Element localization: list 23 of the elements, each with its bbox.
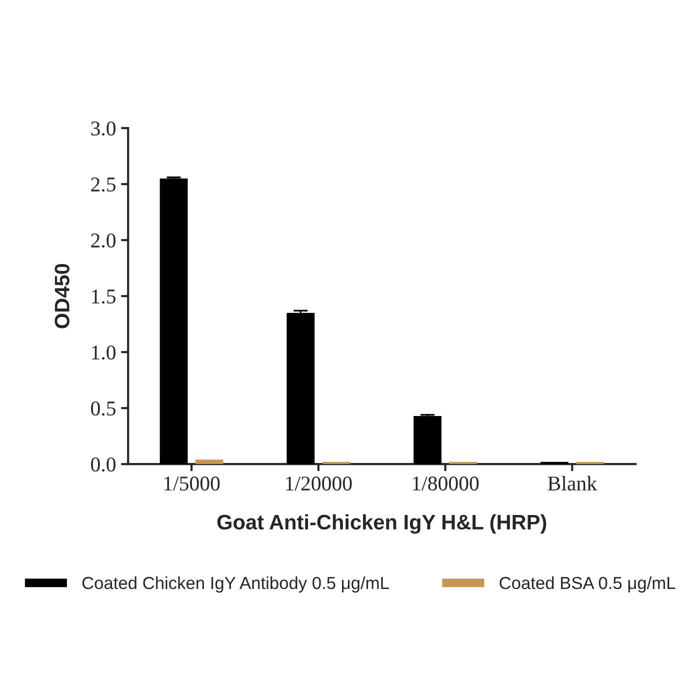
- x-tick-label: 1/20000: [286, 476, 352, 491]
- y-axis-title: OD450: [54, 264, 70, 328]
- legend-label: Coated BSA 0.5 μg/mL: [500, 576, 676, 593]
- x-tick-label: 1/80000: [412, 476, 479, 491]
- bar: [540, 462, 568, 464]
- bar: [286, 312, 315, 464]
- y-tick-label: 1.0: [92, 345, 116, 360]
- bar: [160, 178, 188, 464]
- bar: [322, 462, 350, 464]
- bar: [414, 416, 442, 464]
- bar: [195, 460, 224, 464]
- y-tick-label: 1.5: [92, 290, 116, 304]
- bar: [449, 462, 478, 464]
- x-tick-label: 1/5000: [164, 476, 220, 491]
- y-tick-label: 0.5: [91, 401, 116, 416]
- y-tick-label: 3.0: [91, 121, 116, 136]
- x-axis-title: Goat Anti-Chicken IgY H&L (HRP): [217, 514, 546, 534]
- bar: [576, 462, 604, 464]
- y-tick-label: 2.0: [91, 233, 116, 248]
- y-tick-label: 2.5: [91, 178, 116, 192]
- x-tick-label: Blank: [548, 476, 598, 491]
- legend-label: Coated Chicken IgY Antibody 0.5 μg/mL: [82, 576, 389, 593]
- y-tick-label: 0.0: [91, 457, 116, 472]
